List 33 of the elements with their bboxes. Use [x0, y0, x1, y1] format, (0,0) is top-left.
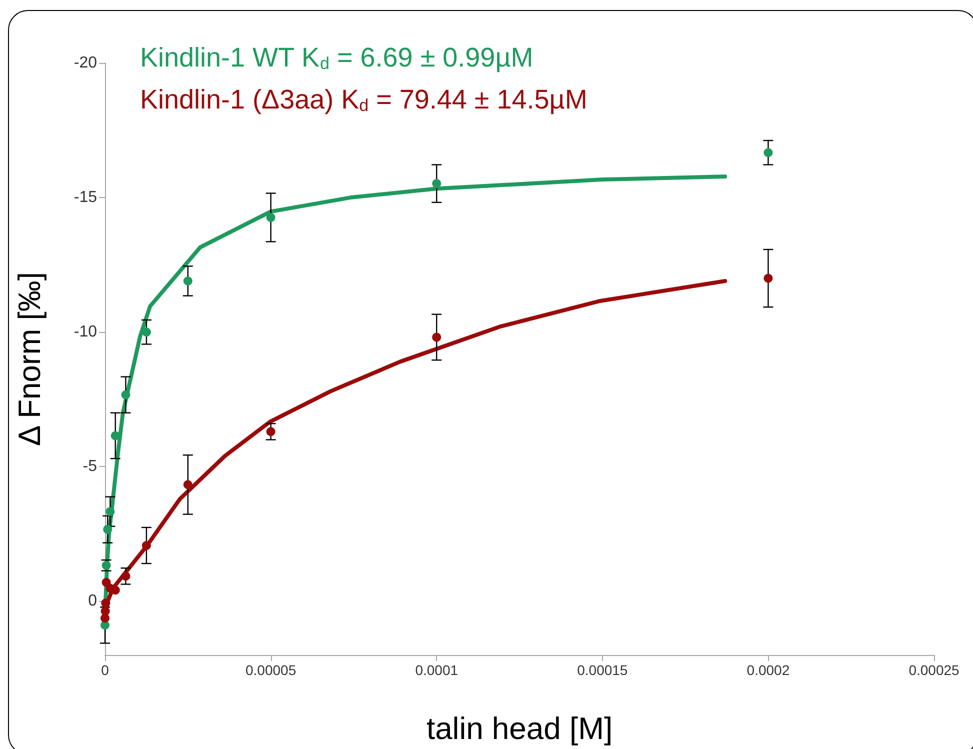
y-tick-label: -20 — [74, 54, 98, 72]
point — [106, 507, 115, 516]
point — [102, 560, 111, 570]
point — [142, 328, 151, 337]
y-tick-label: -15 — [74, 189, 98, 206]
x-tick-label: 0.0001 — [415, 662, 458, 678]
x-tick-label: 0.00005 — [245, 662, 296, 678]
point — [266, 427, 276, 436]
x-tick-label: 0.0002 — [746, 662, 790, 678]
point — [764, 148, 773, 158]
point — [102, 578, 111, 587]
y-tick-label: -10 — [74, 324, 98, 341]
point — [121, 572, 130, 581]
y-axis-title: Δ Fnorm [‰] — [12, 272, 47, 446]
point — [183, 480, 192, 490]
point — [103, 524, 112, 534]
y-tick-label: 0 — [88, 592, 98, 610]
point — [764, 274, 773, 283]
x-tick-label: 0 — [101, 662, 110, 678]
point — [100, 614, 110, 623]
x-tick-label: 0.00025 — [908, 662, 960, 678]
point — [432, 179, 442, 188]
text: Kindlin-1 WT Kd = 6.69 ± 0.99µM — [140, 42, 534, 73]
x-axis-title: talin head [M] — [426, 711, 613, 746]
y-tick-label: -5 — [82, 458, 98, 476]
point — [142, 540, 151, 550]
text: Kindlin-1 (Δ3aa) Kd = 79.44 ± 14.5µM — [140, 84, 588, 115]
point — [101, 598, 110, 608]
point — [432, 332, 442, 342]
point — [266, 212, 276, 222]
point — [183, 276, 192, 286]
point — [121, 390, 130, 400]
x-tick-label: 0.00015 — [577, 662, 628, 678]
